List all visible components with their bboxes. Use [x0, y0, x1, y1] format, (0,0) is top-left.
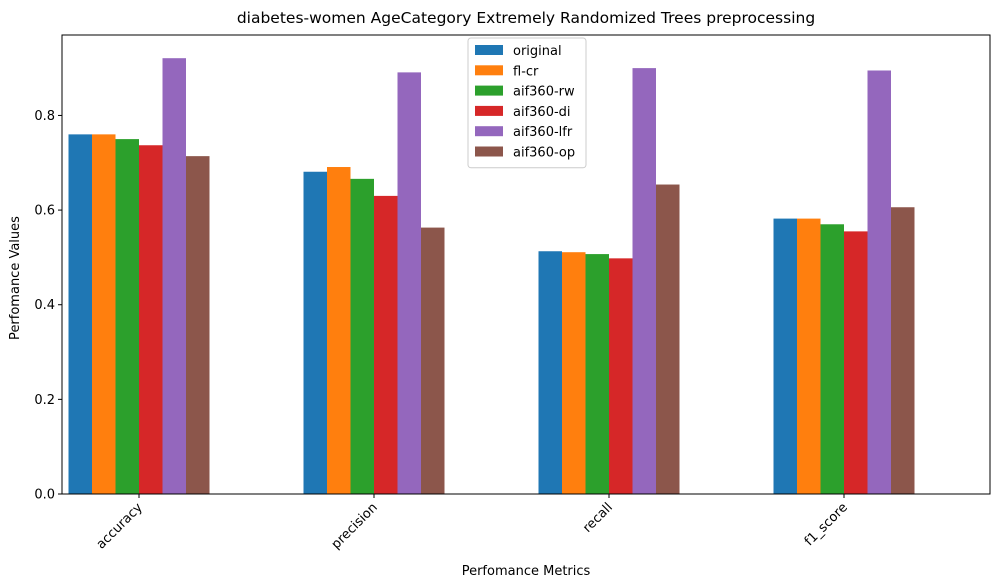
bar-original-accuracy — [68, 134, 92, 494]
bar-fl-cr-f1_score — [797, 218, 821, 494]
bar-original-f1_score — [773, 218, 797, 494]
bar-aif360-rw-accuracy — [115, 139, 139, 494]
x-tick-label-f1_score: f1_score — [802, 500, 851, 549]
bars-layer — [68, 58, 915, 495]
x-tick-label-precision: precision — [329, 500, 381, 552]
plot-frame — [61, 34, 991, 495]
bar-aif360-rw-recall — [585, 254, 609, 494]
bar-aif360-di-precision — [374, 195, 398, 494]
bar-aif360-lfr-precision — [397, 72, 421, 494]
legend-swatch-aif360-op — [475, 146, 503, 157]
bar-original-recall — [538, 251, 562, 494]
legend-label-fl-cr: fl-cr — [513, 64, 539, 79]
bar-aif360-op-recall — [656, 184, 680, 494]
bar-aif360-di-f1_score — [844, 231, 868, 494]
legend-swatch-fl-cr — [475, 65, 503, 76]
bar-aif360-lfr-recall — [632, 68, 656, 495]
bar-aif360-op-precision — [421, 227, 445, 494]
legend-label-aif360-lfr: aif360-lfr — [513, 125, 573, 140]
legend-swatch-aif360-di — [475, 105, 503, 116]
bar-aif360-rw-f1_score — [820, 224, 844, 494]
x-tick-label-recall: recall — [580, 500, 616, 536]
bar-aif360-lfr-f1_score — [867, 70, 891, 495]
legend-label-aif360-di: aif360-di — [513, 105, 571, 120]
bar-fl-cr-precision — [327, 167, 351, 494]
bar-aif360-op-accuracy — [186, 156, 210, 494]
x-tick-label-accuracy: accuracy — [94, 500, 146, 552]
bar-aif360-lfr-accuracy — [162, 58, 186, 494]
y-tick-label: 0.4 — [34, 298, 55, 313]
legend-swatch-aif360-rw — [475, 85, 503, 96]
legend-swatch-original — [475, 45, 503, 55]
legend-swatch-aif360-lfr — [475, 126, 503, 137]
bar-fl-cr-recall — [562, 252, 586, 494]
bar-original-precision — [303, 171, 327, 494]
bar-fl-cr-accuracy — [92, 134, 116, 494]
legend-label-original: original — [513, 44, 562, 59]
y-tick-label: 0.2 — [34, 393, 55, 408]
legend: original fl-cr aif360-rw aif360-di aif360-lf… — [467, 37, 587, 169]
y-tick-label: 0.8 — [34, 109, 55, 124]
y-tick-label: 0.6 — [34, 204, 55, 219]
bar-aif360-rw-precision — [350, 178, 374, 494]
y-tick-label: 0.0 — [34, 488, 55, 503]
bar-aif360-op-f1_score — [891, 207, 915, 495]
y-axis-title: Perfomance Values — [8, 216, 23, 340]
legend-label-aif360-rw: aif360-rw — [513, 85, 575, 100]
x-axis-title: Perfomance Metrics — [462, 564, 591, 579]
chart-title: diabetes-women AgeCategory Extremely Ran… — [237, 9, 815, 27]
bar-aif360-di-accuracy — [139, 145, 163, 494]
legend-label-aif360-op: aif360-op — [513, 146, 575, 161]
bar-aif360-di-recall — [609, 258, 633, 494]
